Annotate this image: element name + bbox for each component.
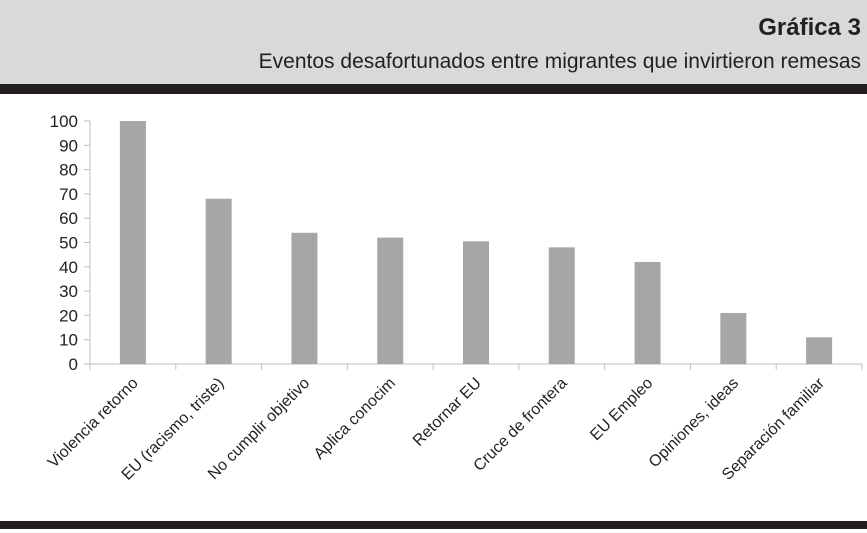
bar <box>548 247 575 364</box>
y-axis: 0 10 20 30 40 50 60 70 80 90 100 <box>50 112 91 374</box>
figure-label: Gráfica 3 <box>758 14 861 41</box>
bar-chart: 0 10 20 30 40 50 60 70 80 90 100 Violencia retorno… <box>45 112 863 484</box>
y-tick-label: 100 <box>50 112 78 131</box>
y-tick-label: 40 <box>59 258 78 277</box>
x-tick-label: Aplica conocim <box>311 375 399 463</box>
y-tick-label: 80 <box>59 161 78 180</box>
y-tick-label: 0 <box>69 355 78 374</box>
figure-header <box>0 0 867 84</box>
bar <box>119 121 146 364</box>
bar <box>205 198 232 364</box>
y-tick-label: 90 <box>59 136 78 155</box>
bars <box>119 121 833 364</box>
x-tick-label: Cruce de frontera <box>471 375 571 475</box>
y-tick-label: 70 <box>59 185 78 204</box>
y-tick-label: 50 <box>59 234 78 253</box>
bar <box>291 232 318 364</box>
y-tick-label: 10 <box>59 331 78 350</box>
bar <box>634 261 661 364</box>
y-tick-label: 20 <box>59 306 78 325</box>
bar <box>806 337 833 364</box>
y-tick-label: 30 <box>59 282 78 301</box>
header-rule <box>0 84 867 94</box>
x-tick-label: Retornar EU <box>410 375 485 450</box>
bar <box>720 312 747 364</box>
figure-title: Eventos desafortunados entre migrantes q… <box>258 50 861 73</box>
bar <box>463 241 489 364</box>
x-tick-label: EU Empleo <box>587 375 656 444</box>
bar <box>377 237 404 364</box>
footer-rule <box>0 521 867 529</box>
x-tick-label: Violencia retorno <box>45 375 142 472</box>
x-axis <box>89 363 863 370</box>
x-tick-label: Opiniones, ideas <box>646 375 742 471</box>
y-tick-label: 60 <box>59 209 78 228</box>
